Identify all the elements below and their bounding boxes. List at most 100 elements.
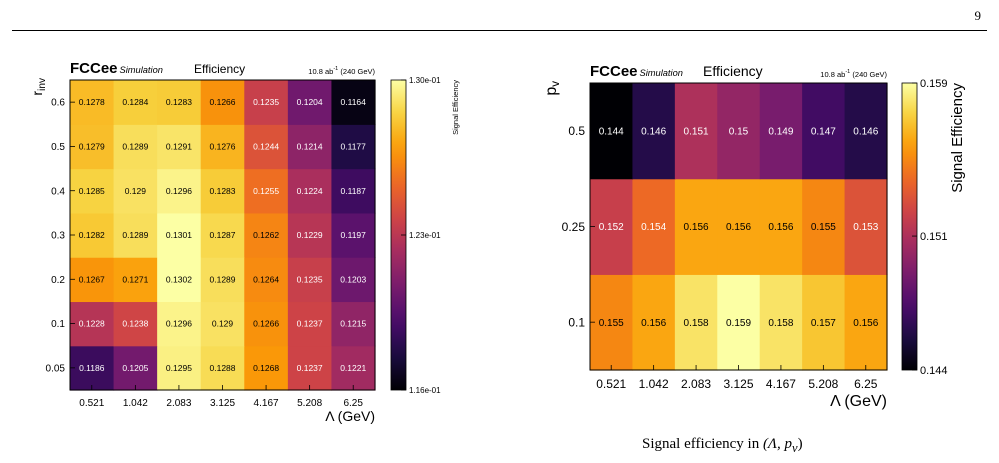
cell-value-label: 0.1285 — [79, 186, 105, 196]
x-tick-label: 0.521 — [79, 398, 104, 409]
x-tick-label: 5.208 — [808, 377, 838, 391]
cell-value-label: 0.1264 — [253, 274, 279, 284]
y-tick-label: 0.1 — [51, 319, 65, 330]
cell-value-label: 0.156 — [853, 318, 878, 329]
cell-value-label: 0.1268 — [253, 363, 279, 373]
cell-value-label: 0.129 — [125, 186, 147, 196]
heatmap-cell — [759, 178, 803, 275]
x-axis-label: Λ (GeV) — [830, 393, 887, 410]
cell-value-label: 0.1276 — [210, 141, 236, 151]
x-tick-label: 2.083 — [166, 398, 191, 409]
x-axis-label: Λ (GeV) — [325, 408, 375, 424]
heatmap-cell — [632, 83, 676, 180]
heatmap-cell — [590, 274, 634, 371]
heatmap-cell — [244, 257, 289, 303]
heatmap-cell — [244, 345, 289, 391]
cell-value-label: 0.1197 — [341, 230, 367, 240]
heatmap-cell — [632, 178, 676, 275]
heatmap-cell — [331, 124, 376, 170]
cell-value-label: 0.1283 — [210, 186, 236, 196]
heatmap-cell — [200, 257, 245, 303]
heatmap-cell — [244, 168, 289, 214]
x-tick-label: 5.208 — [297, 398, 322, 409]
heatmap-cell — [331, 301, 376, 347]
heatmap-cell — [844, 274, 888, 371]
cell-value-label: 0.1295 — [166, 363, 192, 373]
heatmap-cell — [70, 345, 115, 391]
heatmap-cell — [157, 301, 202, 347]
cell-value-label: 0.1215 — [340, 319, 366, 329]
x-tick-label: 1.042 — [123, 398, 148, 409]
y-tick-label: 0.25 — [562, 220, 586, 234]
y-tick-label: 0.05 — [46, 363, 66, 374]
heatmap-cell — [157, 257, 202, 303]
cell-value-label: 0.1284 — [122, 97, 148, 107]
colorbar-label: Signal Efficiency — [451, 80, 460, 135]
colorbar-tick-label: 1.23e-01 — [409, 231, 441, 240]
cell-value-label: 0.1271 — [122, 274, 148, 284]
y-tick-label: 0.4 — [51, 186, 65, 197]
chart-title: Efficiency — [194, 62, 245, 76]
heatmap-cell — [717, 178, 761, 275]
heatmap-cell — [674, 83, 718, 180]
heatmap-cell — [331, 345, 376, 391]
heatmap-cell — [113, 257, 158, 303]
cell-value-label: 0.155 — [811, 222, 836, 233]
y-axis-label: pv — [543, 81, 562, 96]
cell-value-label: 0.1287 — [210, 230, 236, 240]
cell-value-label: 0.1229 — [297, 230, 323, 240]
heatmap-cell — [287, 124, 333, 170]
cell-value-label: 0.1301 — [166, 230, 192, 240]
cell-value-label: 0.1291 — [166, 141, 192, 151]
chart-title: Efficiency — [703, 63, 763, 79]
heatmap-cell — [70, 212, 115, 258]
cell-value-label: 0.1237 — [297, 363, 323, 373]
cell-value-label: 0.1296 — [166, 186, 192, 196]
heatmap-cell — [844, 83, 888, 180]
cell-value-label: 0.1267 — [79, 274, 105, 284]
heatmap-cell — [717, 83, 761, 180]
cell-value-label: 0.1238 — [122, 319, 148, 329]
heatmap-cell — [802, 274, 846, 371]
header-rule — [12, 30, 987, 31]
cell-value-label: 0.1289 — [122, 141, 148, 151]
cell-value-label: 0.1224 — [297, 186, 323, 196]
heatmap-cell — [113, 168, 158, 214]
cell-value-label: 0.1205 — [122, 363, 148, 373]
heatmap-cell — [287, 212, 333, 258]
heatmap-cell — [802, 178, 846, 275]
heatmap-cell — [632, 274, 676, 371]
heatmap-cell — [200, 80, 245, 125]
cell-value-label: 0.1244 — [253, 141, 279, 151]
cell-value-label: 0.1282 — [79, 230, 105, 240]
heatmap-cell — [674, 178, 718, 275]
cell-value-label: 0.129 — [212, 319, 234, 329]
x-tick-label: 4.167 — [254, 398, 279, 409]
cell-value-label: 0.1164 — [341, 97, 367, 107]
heatmap-cell — [200, 301, 245, 347]
cell-value-label: 0.1235 — [253, 97, 279, 107]
heatmap-cell — [331, 257, 376, 303]
cell-value-label: 0.1262 — [253, 230, 279, 240]
heatmap-cell — [70, 257, 115, 303]
heatmap-cell — [287, 301, 333, 347]
heatmap-cell — [287, 168, 333, 214]
heatmap-cell — [244, 124, 289, 170]
luminosity-label: 10.8 ab-1 (240 GeV) — [820, 69, 887, 79]
heatmap-cell — [331, 212, 376, 258]
heatmap-cell — [244, 212, 289, 258]
heatmap-cell — [70, 301, 115, 347]
heatmap-cell — [717, 274, 761, 371]
cell-value-label: 0.149 — [768, 126, 793, 137]
y-axis-label: rinv — [29, 78, 48, 96]
heatmap-cell — [157, 80, 202, 125]
brand-label: FCCee Simulation — [70, 60, 163, 77]
heatmap-cell — [113, 80, 158, 125]
cell-value-label: 0.158 — [684, 318, 709, 329]
figure-caption: Signal efficiency in (Λ, pv) — [642, 436, 803, 456]
heatmap-cell — [759, 274, 803, 371]
cell-value-label: 0.1177 — [341, 141, 367, 151]
cell-value-label: 0.15 — [729, 126, 749, 137]
colorbar-tick-label: 0.151 — [920, 231, 948, 243]
